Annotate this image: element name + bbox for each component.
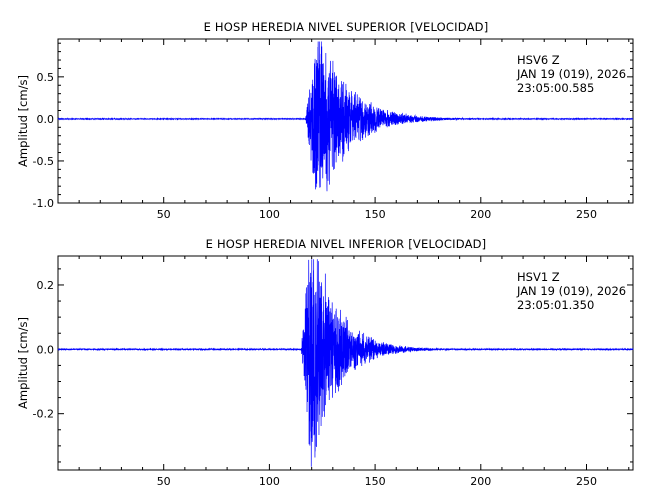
y-tick-label: 0.5 [37,71,55,84]
y-axis-label: Amplitud [cm/s] [16,75,30,167]
x-tick-label: 150 [365,475,386,488]
station-component: HSV1 Z [517,270,560,284]
axis-ticks: 50 100 150 200 250 0.5 0.0 -0.5 -1.0 [33,39,633,221]
axis-ticks: 50 100 150 200 250 0.2 0.0 -0.2 [33,256,633,488]
x-tick-label: 50 [157,475,171,488]
x-tick-label: 150 [365,208,386,221]
station-date: JAN 19 (019), 2026 [516,67,626,81]
panel-upper: E HOSP HEREDIA NIVEL SUPERIOR [VELOCIDAD… [16,20,634,221]
panel-lower: E HOSP HEREDIA NIVEL INFERIOR [VELOCIDAD… [16,237,634,488]
x-tick-label: 200 [470,208,491,221]
waveform-trace [57,259,634,467]
station-time: 23:05:00.585 [517,81,594,95]
station-date: JAN 19 (019), 2026 [516,284,626,298]
y-axis-label: Amplitud [cm/s] [16,317,30,409]
waveform-line [57,259,634,467]
y-tick-label: -0.2 [33,408,54,421]
y-tick-label: -0.5 [33,155,54,168]
y-tick-label: 0.0 [37,343,55,356]
x-tick-label: 250 [576,208,597,221]
plot-frame [57,38,634,204]
x-tick-label: 200 [470,475,491,488]
chart-title: E HOSP HEREDIA NIVEL INFERIOR [VELOCIDAD… [206,237,487,251]
station-component: HSV6 Z [517,53,560,67]
chart-title: E HOSP HEREDIA NIVEL SUPERIOR [VELOCIDAD… [204,20,489,34]
waveform-trace [57,41,634,192]
y-tick-label: 0.0 [37,113,55,126]
x-tick-label: 100 [259,208,280,221]
station-time: 23:05:01.350 [517,298,594,312]
x-tick-label: 50 [157,208,171,221]
y-tick-label: -1.0 [33,197,54,210]
plot-frame [57,255,634,471]
y-tick-label: 0.2 [37,279,55,292]
x-tick-label: 100 [259,475,280,488]
waveform-line [57,41,634,192]
x-tick-label: 250 [576,475,597,488]
